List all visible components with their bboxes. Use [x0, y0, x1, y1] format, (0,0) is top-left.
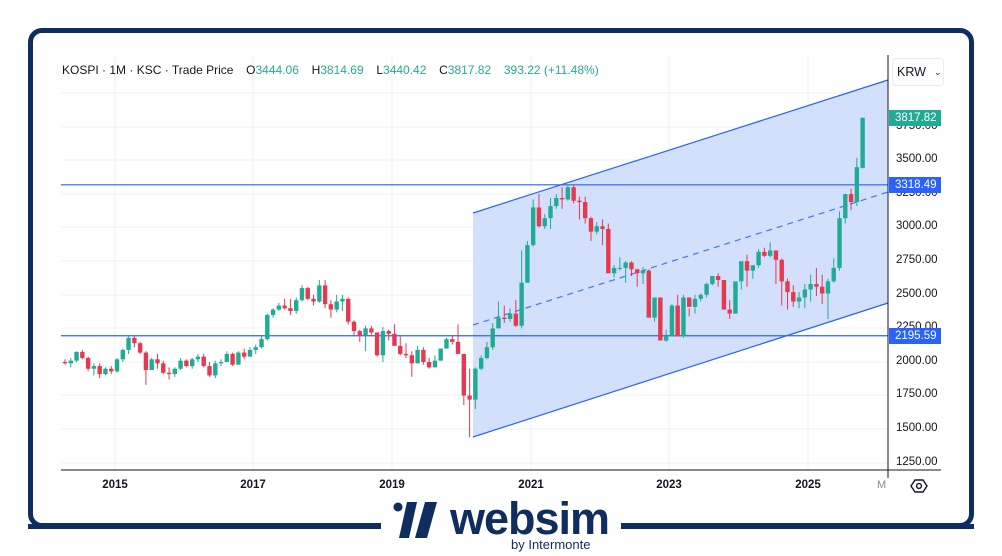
- legend-sep: ·: [102, 63, 110, 77]
- horizontal-line-price-tag: 3318.49: [889, 177, 941, 193]
- legend-sep: ·: [129, 63, 137, 77]
- price-tick-label: 3500.00: [896, 153, 938, 165]
- legend-close: 3817.82: [447, 63, 492, 77]
- price-tick-label: 2500.00: [896, 288, 938, 300]
- legend-open: 3444.06: [255, 63, 299, 77]
- legend-low-label: L: [376, 63, 384, 77]
- horizontal-line-price-tag: 2195.59: [889, 328, 941, 344]
- price-tick-label: 3000.00: [896, 220, 938, 232]
- time-tick-label: 2025: [795, 479, 821, 491]
- time-tick-label: 2015: [102, 479, 128, 491]
- time-tick-label: 2019: [379, 479, 405, 491]
- legend-sep: ·: [164, 63, 172, 77]
- brand-name: websim: [450, 493, 610, 544]
- currency-value: KRW: [897, 65, 926, 79]
- chart-legend: KOSPI · 1M · KSC · Trade Price O3444.06 …: [62, 63, 599, 77]
- legend-open-label: O: [246, 63, 256, 77]
- chevron-down-icon: ⌄: [933, 66, 942, 77]
- regression-channel: [473, 80, 888, 437]
- legend-close-label: C: [439, 63, 448, 77]
- legend-type: Trade Price: [171, 63, 234, 77]
- time-axis-overflow-label: M: [877, 479, 887, 491]
- price-tick-label: 2750.00: [896, 254, 938, 266]
- logo-divider-left: [28, 524, 388, 529]
- logo-divider-right: [618, 524, 974, 529]
- price-tick-label: 1500.00: [896, 422, 938, 434]
- time-tick-label: 2023: [656, 479, 682, 491]
- legend-change: 393.22 (+11.48%): [503, 63, 599, 77]
- websim-logo-mark-icon: [393, 502, 437, 538]
- brand-subtitle: by Intermonte: [511, 537, 591, 552]
- time-tick-label: 2017: [240, 479, 266, 491]
- price-tick-label: 1750.00: [896, 388, 938, 400]
- legend-symbol: KOSPI: [62, 63, 99, 77]
- legend-interval: 1M: [109, 63, 127, 77]
- price-tick-label: 1250.00: [896, 456, 938, 468]
- currency-dropdown[interactable]: KRW ⌄: [892, 58, 944, 86]
- legend-exchange: KSC: [136, 63, 162, 77]
- settings-gear-icon[interactable]: [910, 478, 928, 494]
- price-tick-label: 2000.00: [896, 355, 938, 367]
- legend-low: 3440.42: [383, 63, 427, 77]
- legend-high-label: H: [311, 63, 321, 77]
- last-price-tag: 3817.82: [889, 110, 941, 126]
- legend-high: 3814.69: [320, 63, 364, 77]
- time-tick-label: 2021: [518, 479, 544, 491]
